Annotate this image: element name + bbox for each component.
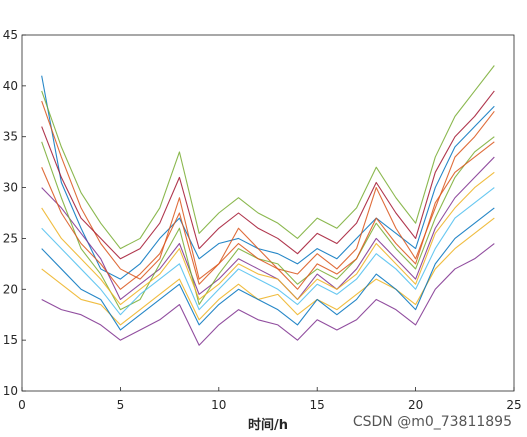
x-axis-label: 时间/h xyxy=(248,417,288,433)
x-tick-label: 25 xyxy=(506,398,521,412)
y-tick-label: 45 xyxy=(3,28,18,42)
series-line-10 xyxy=(41,171,495,306)
series-line-8 xyxy=(41,207,495,331)
watermark: CSDN @m0_73811895 xyxy=(353,414,512,430)
series-line-1 xyxy=(41,75,495,280)
y-tick-label: 30 xyxy=(3,181,18,195)
x-tick-label: 0 xyxy=(18,398,26,412)
series-line-4 xyxy=(41,156,495,301)
x-tick-label: 5 xyxy=(117,398,125,412)
tick-layer: 0 5 10 15 20 25 10 15 20 25 30 35 40 45 xyxy=(3,28,522,412)
plot-area xyxy=(21,34,515,392)
y-tick-label: 20 xyxy=(3,282,18,296)
x-tick-label: 10 xyxy=(211,398,226,412)
series-line-6 xyxy=(41,187,495,316)
series-line-5 xyxy=(41,136,495,311)
series-line-7 xyxy=(41,90,495,260)
series-line-3 xyxy=(41,217,495,326)
y-tick-label: 40 xyxy=(3,79,18,93)
y-tick-label: 35 xyxy=(3,130,18,144)
y-tick-label: 10 xyxy=(3,384,18,398)
series-line-2 xyxy=(41,100,495,280)
series-layer xyxy=(41,65,495,346)
x-tick-label: 15 xyxy=(310,398,325,412)
series-line-9 xyxy=(41,141,495,290)
series-line-12 xyxy=(41,65,495,250)
series-line-11 xyxy=(41,243,495,346)
y-tick-label: 15 xyxy=(3,333,18,347)
x-tick-label: 20 xyxy=(408,398,423,412)
y-tick-label: 25 xyxy=(3,231,18,245)
